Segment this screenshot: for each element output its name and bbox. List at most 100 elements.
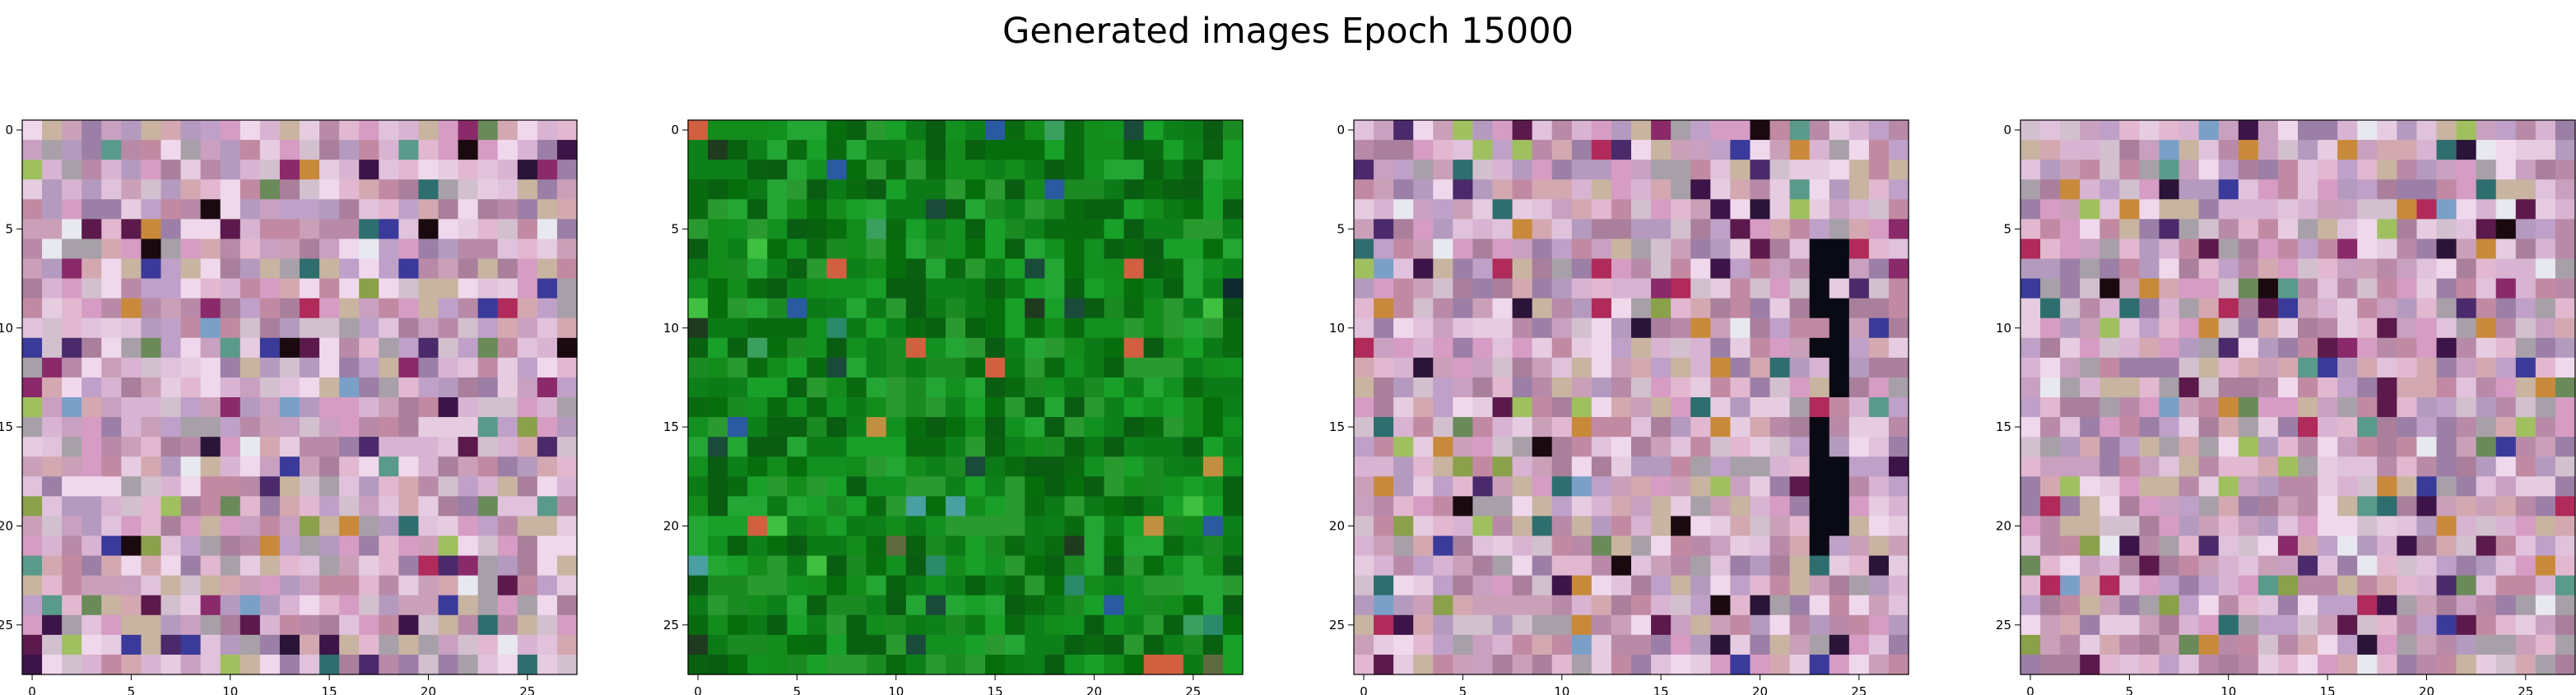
- pixel-cell: [965, 357, 986, 378]
- pixel-cell: [965, 535, 986, 557]
- pixel-cell: [279, 575, 300, 596]
- pixel-cell: [2555, 575, 2576, 596]
- pixel-cell: [985, 179, 1006, 200]
- pixel-cell: [2515, 496, 2536, 517]
- pixel-cell: [2139, 496, 2160, 517]
- pixel-cell: [537, 219, 558, 240]
- pixel-cell: [319, 654, 340, 675]
- y-tick-label: 5: [2003, 221, 2011, 236]
- pixel-cell: [708, 337, 728, 359]
- pixel-cell: [1710, 377, 1731, 398]
- pixel-cell: [2357, 535, 2378, 557]
- pixel-cell: [1631, 377, 1652, 398]
- pixel-cell: [985, 140, 1006, 160]
- pixel-cell: [2257, 417, 2279, 438]
- pixel-cell: [537, 614, 558, 636]
- pixel-cell: [2257, 140, 2279, 160]
- pixel-cell: [1868, 654, 1890, 675]
- pixel-cell: [2238, 614, 2259, 636]
- pixel-cell: [1611, 337, 1632, 359]
- pixel-cell: [1769, 496, 1791, 517]
- pixel-cell: [2060, 634, 2081, 656]
- pixel-cell: [279, 357, 300, 378]
- pixel-cell: [866, 239, 887, 260]
- pixel-cell: [1809, 654, 1830, 675]
- pixel-cell: [2298, 634, 2318, 656]
- pixel-cell: [2337, 337, 2358, 359]
- pixel-cell: [1571, 555, 1593, 577]
- pixel-cell: [2476, 337, 2497, 359]
- pixel-cell: [1163, 634, 1184, 656]
- pixel-cell: [339, 298, 360, 319]
- pixel-cell: [1789, 516, 1811, 537]
- pixel-cell: [2119, 219, 2141, 240]
- pixel-cell: [1143, 120, 1165, 141]
- pixel-cell: [1848, 456, 1870, 477]
- pixel-cell: [2555, 476, 2576, 497]
- pixel-cell: [62, 634, 82, 656]
- pixel-cell: [1750, 614, 1771, 636]
- pixel-cell: [1084, 634, 1105, 656]
- pixel-cell: [1393, 516, 1414, 537]
- pixel-cell: [537, 496, 558, 517]
- pixel-cell: [1730, 199, 1751, 220]
- pixel-cell: [886, 516, 907, 537]
- pixel-cell: [1829, 219, 1850, 240]
- pixel-cell: [728, 614, 748, 636]
- pixel-cell: [517, 239, 538, 260]
- pixel-cell: [1005, 239, 1025, 260]
- pixel-cell: [2397, 140, 2418, 160]
- pixel-cell: [2238, 634, 2259, 656]
- pixel-cell: [517, 496, 538, 517]
- pixel-cell: [945, 456, 966, 477]
- pixel-cell: [239, 278, 261, 299]
- pixel-cell: [807, 278, 828, 299]
- pixel-cell: [1532, 555, 1553, 577]
- y-tick-label: 0: [671, 123, 679, 137]
- pixel-cell: [2416, 496, 2438, 517]
- pixel-cell: [1631, 140, 1652, 160]
- pixel-cell: [728, 595, 748, 616]
- pixel-cell: [62, 120, 82, 141]
- pixel-cell: [1710, 614, 1731, 636]
- pixel-cell: [1202, 258, 1224, 280]
- pixel-cell: [1433, 377, 1453, 398]
- pixel-cell: [121, 614, 142, 636]
- pixel-cell: [1789, 258, 1811, 280]
- pixel-cell: [1888, 337, 1909, 359]
- pixel-cell: [180, 239, 202, 260]
- pixel-cell: [458, 160, 479, 180]
- pixel-cell: [1163, 595, 1184, 616]
- pixel-cell: [1848, 535, 1870, 557]
- pixel-cell: [886, 555, 907, 577]
- pixel-cell: [2020, 496, 2041, 517]
- pixel-cell: [1222, 179, 1244, 200]
- pixel-cell: [497, 357, 518, 378]
- pixel-cell: [905, 377, 927, 398]
- pixel-cell: [945, 575, 966, 596]
- pixel-cell: [22, 140, 43, 160]
- pixel-cell: [925, 555, 946, 577]
- pixel-cell: [2397, 317, 2418, 339]
- pixel-cell: [200, 239, 221, 260]
- pixel-cell: [2080, 654, 2100, 675]
- pixel-cell: [2476, 516, 2497, 537]
- pixel-cell: [2080, 219, 2100, 240]
- pixel-cell: [497, 337, 518, 359]
- pixel-cell: [2178, 595, 2200, 616]
- pixel-cell: [2476, 377, 2497, 398]
- pixel-cell: [688, 575, 709, 596]
- pixel-cell: [517, 614, 538, 636]
- pixel-cell: [767, 634, 788, 656]
- pixel-cell: [787, 476, 808, 497]
- pixel-cell: [965, 298, 986, 319]
- pixel-cell: [1868, 456, 1890, 477]
- pixel-cell: [1163, 456, 1184, 477]
- pixel-cell: [339, 377, 360, 398]
- pixel-cell: [1769, 179, 1791, 200]
- y-tick-label: 20: [663, 518, 679, 533]
- pixel-cell: [1374, 298, 1394, 319]
- pixel-cell: [1730, 575, 1751, 596]
- pixel-cell: [300, 417, 320, 438]
- pixel-cell: [438, 456, 459, 477]
